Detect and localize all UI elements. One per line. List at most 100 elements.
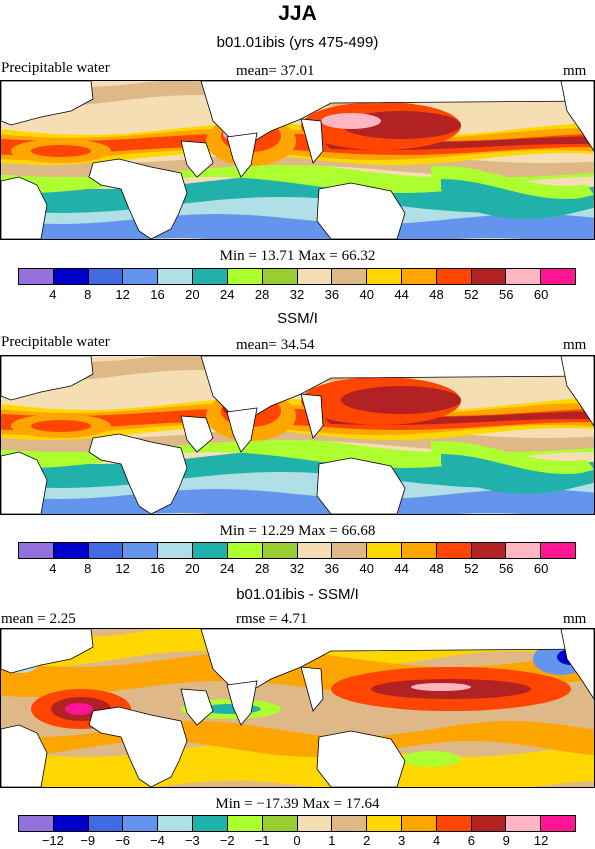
colorbar-tick-label: 0 (293, 833, 301, 848)
panel-3-rmse-label: rmse = 4.71 (236, 611, 308, 627)
colorbar-swatch (297, 816, 333, 831)
colorbar-swatch (262, 543, 298, 558)
panel-3-mean-label: mean = 2.25 (1, 611, 76, 627)
colorbar-swatch (471, 543, 507, 558)
colorbar-swatch (193, 269, 228, 284)
colorbar-swatch (506, 816, 542, 831)
colorbar-tick-label: 20 (185, 287, 200, 302)
panel-1-units: mm (563, 63, 587, 79)
colorbar-tick-label: 3 (398, 833, 406, 848)
colorbar-swatch (262, 816, 298, 831)
colorbar-swatch (88, 543, 124, 558)
colorbar-swatch (193, 543, 228, 558)
land-outline (88, 433, 188, 514)
colorbar-tick-label: 8 (84, 287, 92, 302)
colorbar-tick-label: 36 (324, 287, 340, 302)
panel-2-colorbar (18, 542, 576, 559)
land-outline (560, 356, 594, 427)
map-field (1, 629, 594, 787)
land-outline (180, 140, 214, 178)
land-outline (316, 182, 406, 239)
panel-3-map (0, 628, 595, 788)
colorbar-tick-label: −2 (219, 833, 235, 848)
colorbar-tick-label: 6 (467, 833, 475, 848)
colorbar-swatch (367, 543, 402, 558)
panel-3-units: mm (563, 611, 587, 627)
land-outline (1, 81, 94, 126)
colorbar-swatch (506, 269, 542, 284)
land-outline (300, 393, 324, 439)
colorbar-tick-label: 56 (499, 561, 514, 576)
colorbar-tick-label: 24 (220, 287, 235, 302)
colorbar-tick-label: −3 (184, 833, 200, 848)
colorbar-swatch (436, 269, 472, 284)
colorbar-swatch (401, 543, 437, 558)
land-outline (180, 415, 214, 453)
colorbar-swatch (332, 269, 368, 284)
land-outline (1, 356, 94, 401)
panel-2-minmax: Min = 12.29 Max = 66.68 (219, 523, 376, 539)
land-outline (300, 118, 324, 164)
colorbar-tick-label: 12 (115, 561, 130, 576)
colorbar-swatch (297, 269, 333, 284)
colorbar-swatch (541, 269, 575, 284)
land-outline (316, 457, 406, 514)
colorbar-tick-label: 28 (254, 561, 270, 576)
land-outline (1, 629, 94, 674)
land-outline (226, 132, 258, 178)
land-outline (226, 680, 258, 726)
land-outline (1, 176, 48, 239)
colorbar-tick-label: 28 (254, 287, 270, 302)
panel-3-colorbar-ticks: −12 −9 −6 −4 −3 −2 −1 0 1 2 3 4 6 9 12 (18, 833, 576, 849)
colorbar-swatch (401, 816, 437, 831)
colorbar-swatch (19, 543, 54, 558)
colorbar-tick-label: 48 (429, 287, 444, 302)
colorbar-tick-label: 44 (394, 287, 409, 302)
panel-2-title: SSM/I (277, 310, 318, 327)
colorbar-tick-label: 1 (328, 833, 336, 848)
land-outline (180, 688, 214, 726)
panel-1-title: b01.01ibis (yrs 475-499) (216, 34, 379, 51)
colorbar-tick-label: 52 (464, 561, 479, 576)
colorbar-tick-label: 40 (359, 287, 374, 302)
land-outline (200, 81, 594, 144)
land-outline (88, 158, 188, 239)
colorbar-swatch (227, 269, 263, 284)
panel-1-colorbar-ticks: 4 8 12 16 20 24 28 32 36 40 44 48 52 56 60 (18, 287, 576, 303)
colorbar-swatch (158, 543, 194, 558)
panel-2-colorbar-ticks: 4 8 12 16 20 24 28 32 36 40 44 48 52 56 60 (18, 561, 576, 577)
colorbar-tick-label: 32 (289, 561, 305, 576)
colorbar-tick-label: 4 (49, 561, 57, 576)
panel-3-title: b01.01ibis - SSM/I (236, 586, 359, 603)
colorbar-swatch (227, 543, 263, 558)
land-outline (1, 724, 48, 787)
colorbar-swatch (88, 269, 124, 284)
panel-1-variable-label: Precipitable water (1, 60, 110, 76)
colorbar-swatch (53, 543, 89, 558)
land-outline (226, 407, 258, 453)
colorbar-swatch (506, 543, 542, 558)
colorbar-swatch (123, 816, 159, 831)
colorbar-swatch (436, 543, 472, 558)
colorbar-swatch (471, 269, 507, 284)
colorbar-tick-label: 16 (150, 287, 165, 302)
colorbar-tick-label: 60 (533, 287, 549, 302)
colorbar-tick-label: −1 (254, 833, 270, 848)
panel-2-map (0, 355, 595, 515)
land-outline (200, 629, 594, 692)
panel-1-minmax: Min = 13.71 Max = 66.32 (219, 248, 376, 264)
colorbar-swatch (332, 543, 368, 558)
colorbar-swatch (471, 816, 507, 831)
colorbar-swatch (158, 269, 194, 284)
colorbar-swatch (332, 816, 368, 831)
colorbar-tick-label: 56 (499, 287, 514, 302)
colorbar-swatch (123, 543, 159, 558)
colorbar-tick-label: 12 (115, 287, 130, 302)
panel-2-units: mm (563, 337, 587, 353)
panel-2-mean-label: mean= 34.54 (236, 337, 315, 353)
colorbar-tick-label: 4 (432, 833, 441, 848)
land-outline (300, 666, 324, 712)
colorbar-swatch (297, 543, 333, 558)
colorbar-swatch (436, 816, 472, 831)
figure-title: JJA (278, 2, 317, 25)
